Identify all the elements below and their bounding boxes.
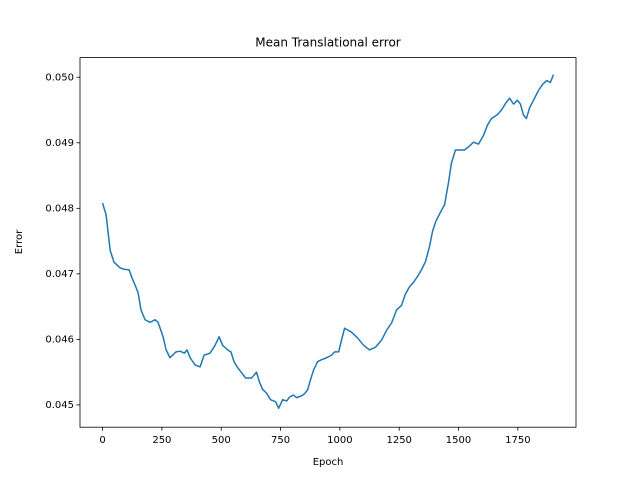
x-tick-label: 1250	[386, 435, 411, 446]
y-tick-label: 0.045	[45, 400, 74, 411]
data-line	[101, 74, 555, 409]
x-tick-label: 500	[212, 435, 231, 446]
x-tick-label: 1500	[446, 435, 471, 446]
y-tick-label: 0.049	[45, 138, 74, 149]
x-axis-label: Epoch	[313, 457, 344, 468]
x-tick-label: 1750	[505, 435, 530, 446]
chart-title: Mean Translational error	[255, 36, 401, 50]
plot-frame	[79, 57, 577, 428]
x-tick-label: 750	[271, 435, 290, 446]
x-tick-label: 1000	[327, 435, 352, 446]
y-axis-label: Error	[14, 229, 25, 254]
x-tick-label: 0	[99, 435, 105, 446]
y-tick-label: 0.047	[45, 269, 74, 280]
y-tick-label: 0.050	[45, 72, 74, 83]
x-tick-label: 250	[152, 435, 171, 446]
y-tick-label: 0.048	[45, 203, 74, 214]
y-tick-label: 0.046	[45, 334, 74, 345]
